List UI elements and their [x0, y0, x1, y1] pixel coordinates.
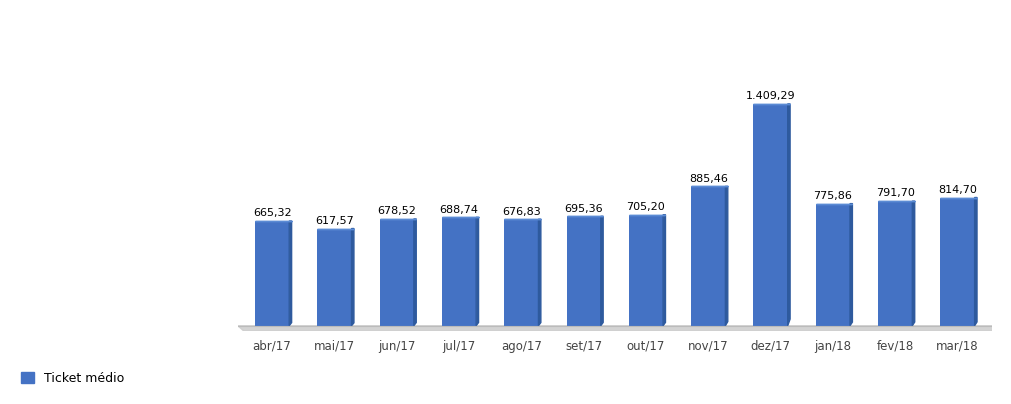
- Text: 665,32: 665,32: [253, 208, 291, 218]
- Bar: [878, 201, 911, 326]
- Polygon shape: [849, 204, 851, 326]
- Text: 617,57: 617,57: [314, 216, 354, 226]
- Text: 791,70: 791,70: [875, 189, 914, 198]
- Polygon shape: [413, 219, 416, 326]
- Text: 885,46: 885,46: [688, 174, 727, 184]
- Polygon shape: [725, 186, 727, 326]
- Polygon shape: [911, 201, 914, 326]
- Polygon shape: [476, 217, 478, 326]
- Bar: [255, 221, 289, 326]
- Text: 705,20: 705,20: [626, 202, 664, 212]
- Bar: [379, 219, 413, 326]
- Polygon shape: [974, 198, 976, 326]
- Polygon shape: [601, 216, 603, 326]
- Bar: [815, 204, 849, 326]
- Text: 678,52: 678,52: [377, 206, 416, 216]
- Bar: [566, 216, 601, 326]
- Polygon shape: [351, 229, 354, 326]
- Text: 814,70: 814,70: [937, 185, 976, 195]
- Bar: [503, 219, 538, 326]
- Polygon shape: [289, 221, 291, 326]
- Text: 688,74: 688,74: [439, 205, 478, 215]
- Bar: [628, 215, 662, 326]
- Bar: [317, 229, 351, 326]
- Bar: [442, 217, 476, 326]
- Text: 775,86: 775,86: [813, 191, 851, 201]
- Bar: [691, 186, 725, 326]
- Polygon shape: [238, 326, 1009, 331]
- Bar: [752, 104, 787, 326]
- Text: 695,36: 695,36: [564, 204, 603, 214]
- Polygon shape: [538, 219, 540, 326]
- Text: 1.409,29: 1.409,29: [745, 91, 795, 101]
- Polygon shape: [787, 104, 790, 326]
- Polygon shape: [662, 215, 665, 326]
- Legend: Ticket médio: Ticket médio: [16, 367, 129, 390]
- Bar: [939, 198, 974, 326]
- Text: 676,83: 676,83: [501, 206, 540, 217]
